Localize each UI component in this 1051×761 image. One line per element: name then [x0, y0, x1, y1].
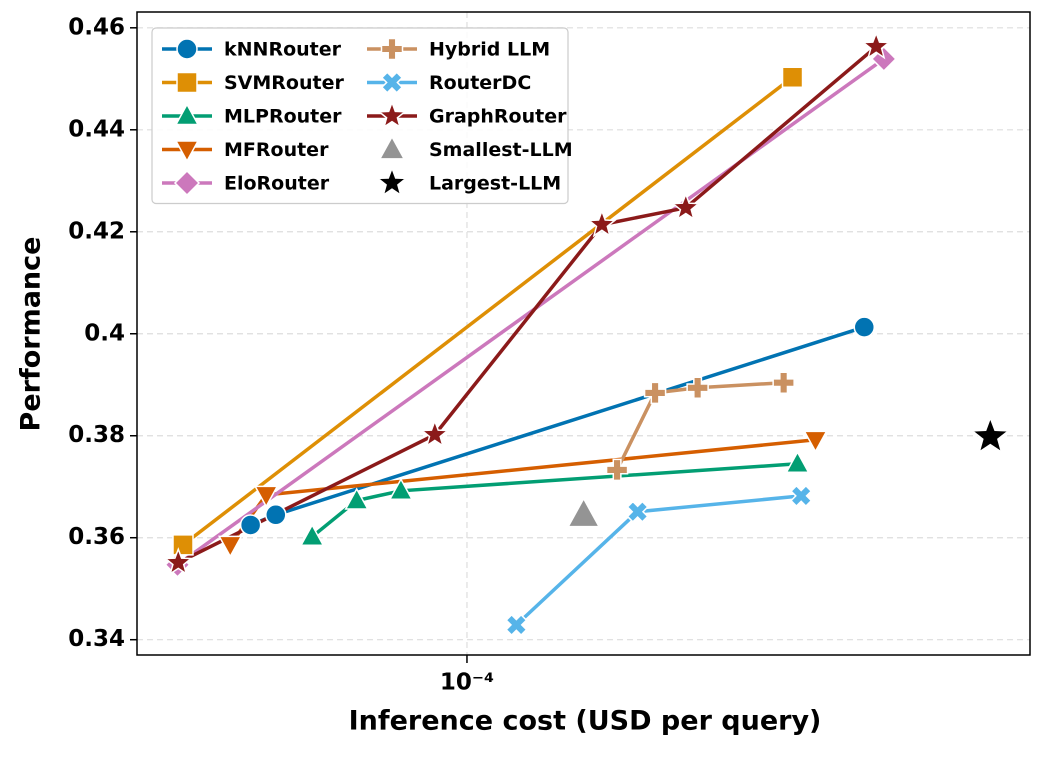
marker	[853, 316, 876, 338]
legend-label: EloRouter	[224, 173, 330, 195]
legend-marker	[174, 102, 200, 126]
y-tick-label: 0.4	[84, 320, 125, 346]
series-line	[249, 325, 865, 527]
marker	[172, 534, 194, 556]
marker	[299, 523, 325, 546]
marker	[587, 208, 617, 238]
marker	[789, 484, 813, 508]
y-tick-label: 0.38	[68, 422, 125, 448]
x-tick-label: 10⁻⁴	[440, 670, 494, 696]
legend-marker	[375, 166, 409, 197]
legend-box	[151, 27, 569, 205]
legend-label: RouterDC	[429, 72, 531, 94]
legend-label: MFRouter	[224, 139, 329, 161]
marker	[239, 514, 262, 536]
y-tick-label: 0.34	[68, 626, 125, 652]
legend-label: GraphRouter	[429, 106, 567, 128]
legend-label: MLPRouter	[224, 106, 342, 128]
plot-area	[163, 31, 1011, 637]
marker	[970, 415, 1011, 454]
legend-marker	[377, 100, 407, 129]
legend-label: Largest-LLM	[429, 173, 561, 195]
marker	[803, 430, 828, 453]
marker	[643, 381, 667, 405]
y-axis-label: Performance	[16, 237, 47, 432]
legend-marker	[176, 71, 198, 94]
legend-marker	[173, 169, 201, 197]
legend-label: kNNRouter	[224, 39, 342, 61]
marker	[566, 497, 601, 528]
marker	[388, 477, 414, 501]
marker	[163, 547, 194, 576]
legend-marker	[378, 135, 406, 160]
legend-marker	[380, 71, 404, 94]
y-tick-label: 0.44	[68, 116, 125, 142]
marker	[605, 458, 629, 482]
legend-label: Smallest-LLM	[429, 139, 573, 161]
series-line	[615, 380, 784, 471]
plot-frame	[136, 11, 1031, 656]
legend-label: SVMRouter	[224, 72, 344, 94]
series-line	[181, 75, 794, 547]
series-line	[311, 462, 798, 539]
legend-marker	[380, 37, 404, 61]
marker	[772, 371, 795, 394]
series-line	[515, 494, 802, 627]
marker	[861, 31, 892, 60]
marker	[626, 500, 649, 523]
marker	[344, 487, 369, 510]
y-tick-label: 0.46	[68, 14, 125, 40]
legend-marker	[176, 38, 198, 60]
marker	[781, 66, 804, 89]
x-axis-label: Inference cost (USD per query)	[349, 706, 822, 737]
y-tick-label: 0.36	[68, 524, 125, 550]
marker	[419, 419, 450, 448]
marker	[670, 192, 701, 221]
marker	[253, 485, 279, 508]
marker	[505, 613, 528, 637]
marker	[217, 535, 243, 558]
marker	[686, 376, 709, 400]
legend-marker	[174, 140, 200, 163]
legend-label: Hybrid LLM	[429, 39, 550, 61]
marker	[265, 504, 287, 526]
y-tick-label: 0.42	[68, 218, 125, 244]
marker	[785, 450, 810, 474]
